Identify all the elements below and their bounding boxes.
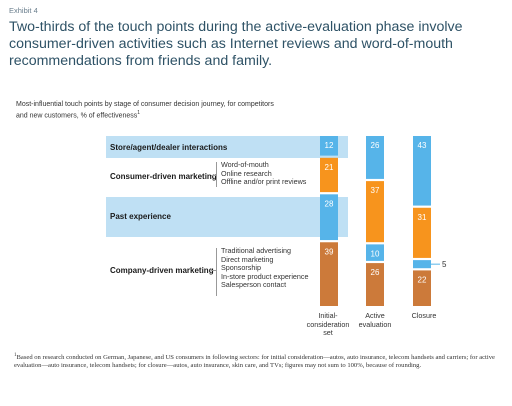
- column-label-active-evaluation: Active evaluation: [358, 311, 392, 329]
- exhibit-label: Exhibit 4: [9, 6, 38, 15]
- row-label-company-driven: Company-driven marketing: [110, 266, 214, 275]
- bar-segment: [320, 157, 338, 193]
- bar-segment: [413, 207, 431, 258]
- value-label: 43: [418, 141, 427, 150]
- footnote-text: Based on research conducted on German, J…: [14, 354, 495, 370]
- bar-segment: [366, 181, 384, 243]
- value-label: 21: [325, 163, 334, 172]
- row-band-store: [106, 136, 348, 158]
- value-label: 10: [371, 249, 380, 258]
- chart-subtitle: Most-influential touch points by stage o…: [16, 100, 274, 120]
- subtitle-footnote-mark: 1: [137, 110, 141, 116]
- list-item: In-store product experience: [221, 271, 309, 281]
- value-label: 26: [371, 268, 380, 277]
- list-item: Online research: [221, 168, 272, 178]
- bar-segment: [320, 194, 338, 241]
- bar-segment: [413, 136, 431, 206]
- consumer-driven-bracket: [216, 162, 217, 187]
- row-band-past-experience: [106, 197, 348, 237]
- subtitle-line-2: and new customers, % of effectiveness: [16, 112, 138, 120]
- bar-segment: [366, 263, 384, 306]
- list-item: Salesperson contact: [221, 280, 287, 290]
- list-item: Traditional advertising: [221, 246, 292, 255]
- list-item: Sponsorship: [221, 263, 261, 273]
- consumer-driven-connector: [211, 175, 216, 176]
- bar-segment: [366, 136, 384, 179]
- footnote-mark: 1: [14, 353, 17, 358]
- value-label: 5: [442, 260, 447, 269]
- subtitle-line-1: Most-influential touch points by stage o…: [16, 101, 274, 108]
- bar-segment: [413, 270, 431, 306]
- row-label-consumer-driven: Consumer-driven marketing: [110, 172, 217, 181]
- list-item: Direct marketing: [221, 254, 274, 264]
- value-label: 37: [371, 186, 380, 195]
- bar-segment: [320, 136, 338, 156]
- company-driven-connector: [211, 270, 216, 271]
- footnote: 1Based on research conducted on German, …: [14, 352, 500, 371]
- bar-segment: [320, 242, 338, 306]
- consumer-driven-items: Word-of-mouth Online research Offline an…: [221, 160, 307, 187]
- bar-segment: [366, 244, 384, 261]
- value-label: 28: [325, 199, 334, 208]
- value-label: 31: [418, 213, 427, 222]
- list-item: Word-of-mouth: [221, 160, 269, 169]
- row-label-past-experience: Past experience: [110, 212, 171, 221]
- column-label-initial-consideration: Initial- consideration set: [306, 311, 350, 338]
- value-label: 12: [325, 141, 334, 150]
- chart-headline: Two-thirds of the touch points during th…: [9, 19, 463, 69]
- company-driven-bracket: [216, 248, 217, 296]
- company-driven-items: Traditional advertising Direct marketing…: [221, 246, 309, 290]
- column-label-closure: Closure: [411, 311, 437, 320]
- bar-segment: [413, 260, 431, 269]
- row-label-store: Store/agent/dealer interactions: [110, 143, 228, 152]
- value-label: 39: [325, 247, 334, 256]
- value-label: 22: [418, 275, 427, 284]
- list-item: Offline and/or print reviews: [221, 177, 307, 187]
- value-label: 26: [371, 141, 380, 150]
